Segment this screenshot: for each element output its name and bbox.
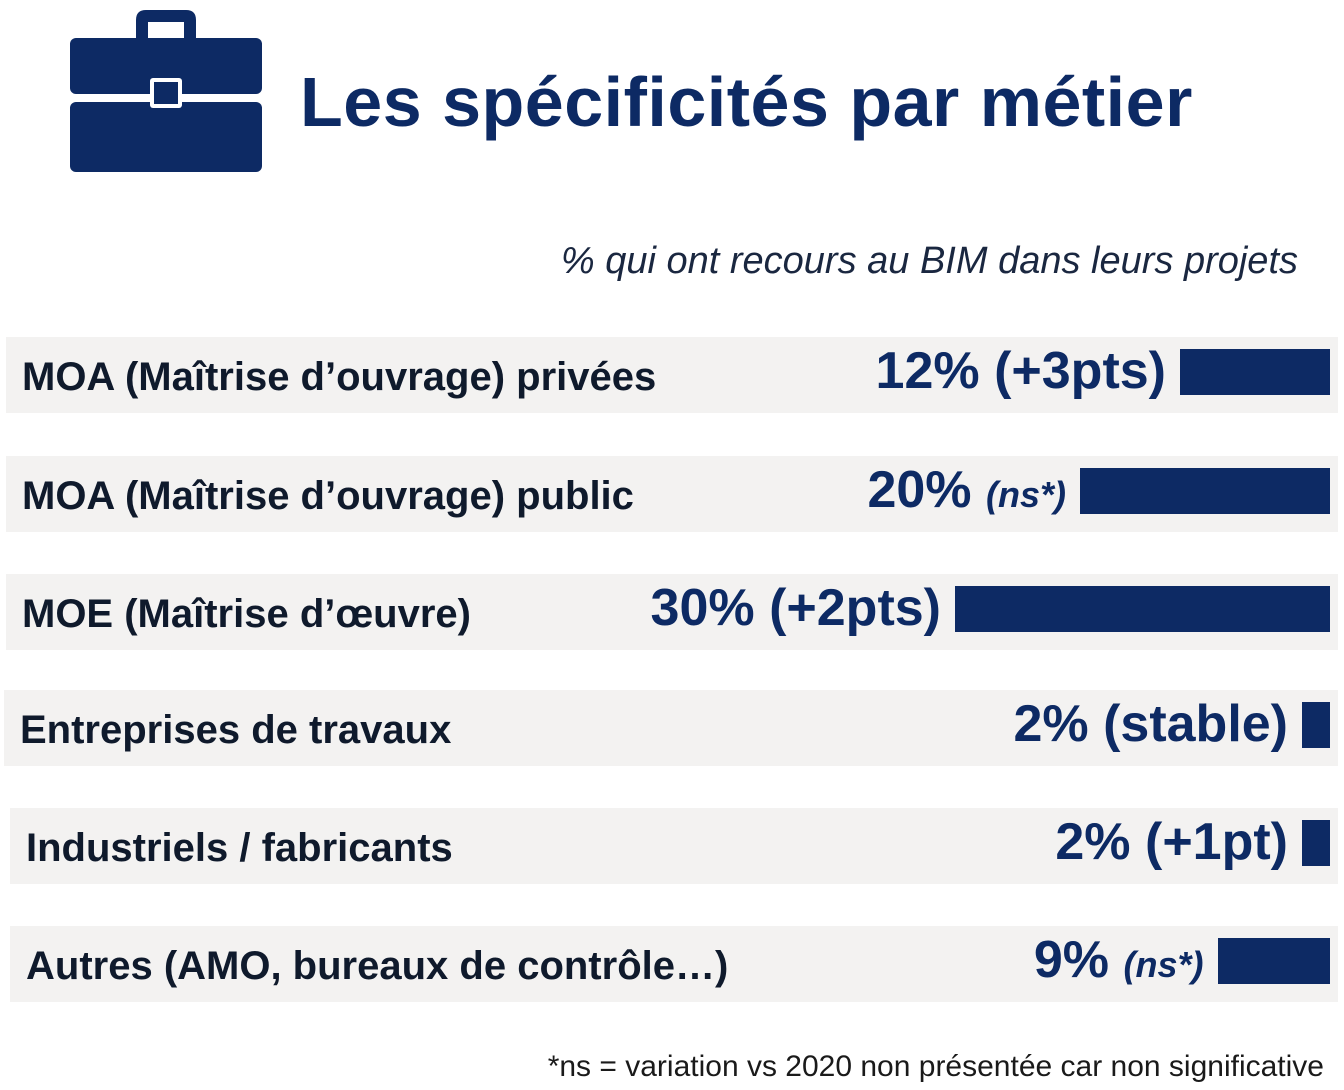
category-label: Industriels / fabricants bbox=[26, 826, 453, 870]
value-change: (ns*) bbox=[986, 474, 1066, 515]
chart-row bbox=[6, 337, 1338, 413]
category-label: Autres (AMO, bureaux de contrôle…) bbox=[26, 944, 729, 988]
header: Les spécificités par métier bbox=[0, 0, 1344, 200]
footnote: *ns = variation vs 2020 non présentée ca… bbox=[547, 1050, 1324, 1083]
page-title: Les spécificités par métier bbox=[300, 63, 1193, 141]
chart-row bbox=[4, 690, 1338, 766]
category-label: MOE (Maîtrise d’œuvre) bbox=[22, 592, 471, 636]
bar bbox=[1302, 820, 1330, 866]
value-percent: 9% bbox=[1033, 931, 1124, 989]
value-percent: 20% bbox=[867, 461, 986, 519]
value-label: 2% (+1pt) bbox=[1055, 816, 1288, 868]
value-label: 30% (+2pts) bbox=[651, 582, 941, 634]
briefcase-icon bbox=[70, 10, 262, 172]
bar bbox=[955, 586, 1330, 632]
value-change: (+3pts) bbox=[994, 342, 1166, 400]
value-change: (ns*) bbox=[1123, 944, 1204, 985]
value-percent: 2% bbox=[1055, 813, 1145, 871]
category-label: MOA (Maîtrise d’ouvrage) public bbox=[22, 474, 634, 518]
category-label: MOA (Maîtrise d’ouvrage) privées bbox=[22, 355, 657, 399]
value-label: 9% (ns*) bbox=[1034, 934, 1204, 986]
value-label: 2% (stable) bbox=[1013, 698, 1288, 750]
value-percent: 2% bbox=[1013, 695, 1104, 753]
chart-row bbox=[10, 926, 1338, 1002]
chart-subtitle: % qui ont recours au BIM dans leurs proj… bbox=[560, 240, 1298, 282]
chart-row bbox=[10, 808, 1338, 884]
bar bbox=[1302, 702, 1330, 748]
value-change: (+1pt) bbox=[1145, 813, 1288, 871]
value-percent: 12% bbox=[875, 342, 995, 400]
value-change: (stable) bbox=[1103, 695, 1288, 753]
category-label: Entreprises de travaux bbox=[20, 708, 452, 752]
value-percent: 30% bbox=[650, 579, 770, 637]
value-label: 12% (+3pts) bbox=[876, 345, 1166, 397]
bar bbox=[1080, 468, 1330, 514]
value-change: (+2pts) bbox=[769, 579, 941, 637]
value-label: 20% (ns*) bbox=[867, 464, 1066, 516]
bar bbox=[1180, 349, 1330, 395]
bar bbox=[1217, 938, 1330, 984]
